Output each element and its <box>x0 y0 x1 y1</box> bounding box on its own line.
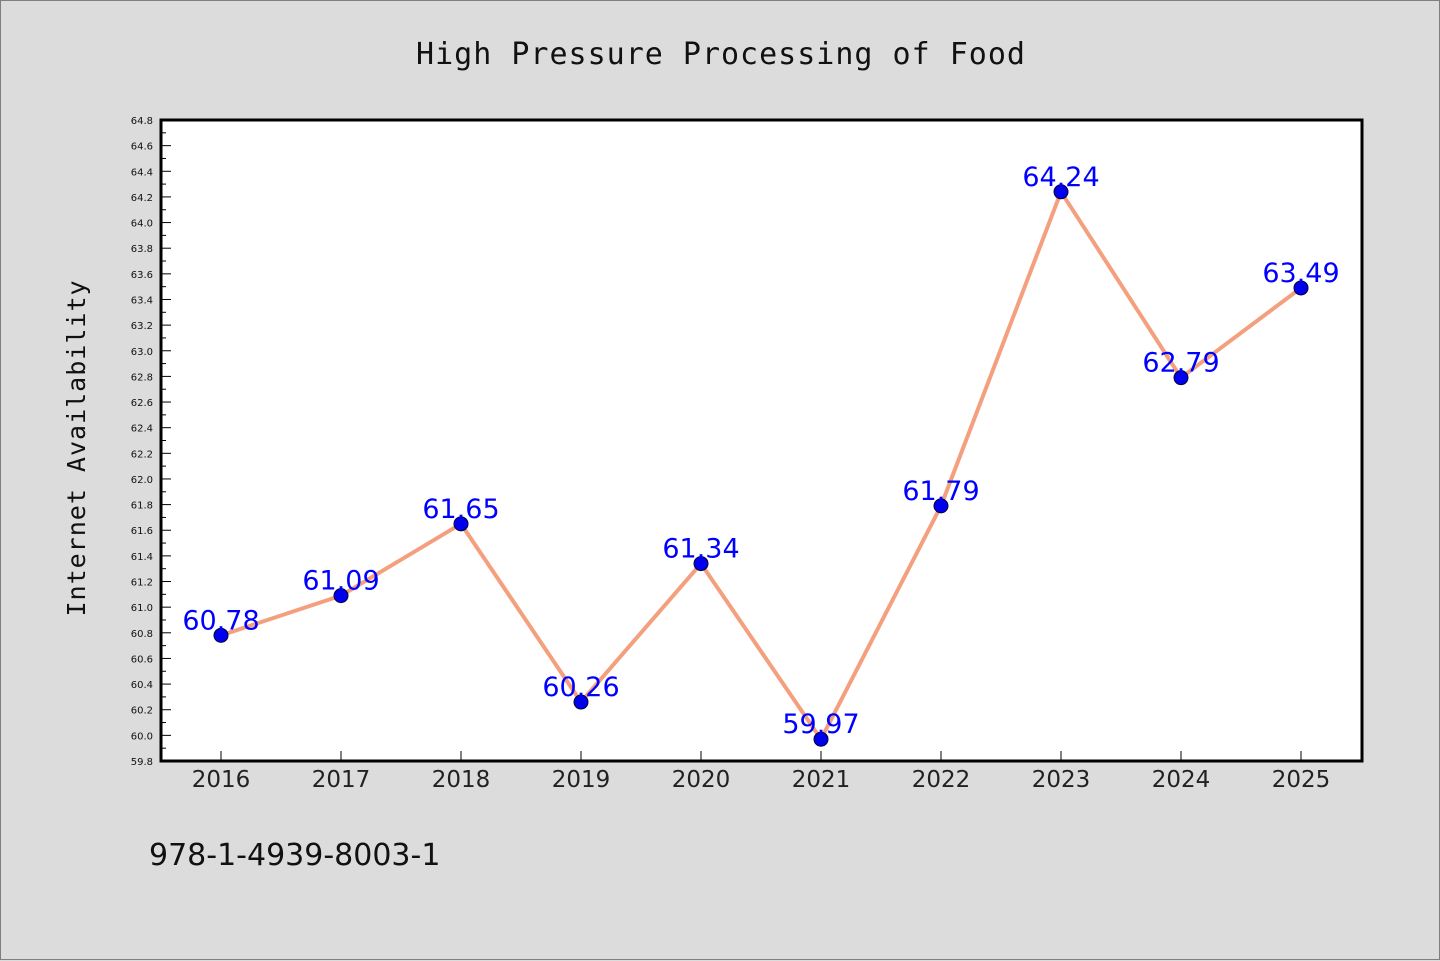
data-label: 63.49 <box>1262 258 1339 289</box>
data-point <box>573 694 589 710</box>
x-tick-label: 2016 <box>192 767 251 793</box>
x-axis-ticks: 2016 2017 2018 2019 2020 2021 2022 2023 2024 2025 <box>192 751 1331 793</box>
data-label: 61.65 <box>422 494 499 525</box>
data-label: 61.34 <box>662 534 739 565</box>
x-tick-label: 2022 <box>912 767 971 793</box>
y-tick-label: 60.4 <box>131 680 153 691</box>
data-label: 61.09 <box>302 566 379 597</box>
x-tick-label: 2024 <box>1152 767 1211 793</box>
y-tick-label: 64.0 <box>131 219 153 230</box>
data-label: 64.24 <box>1022 162 1099 193</box>
y-tick-label: 63.4 <box>131 295 153 306</box>
x-tick-label: 2020 <box>672 767 731 793</box>
data-label: 60.26 <box>542 672 619 703</box>
x-tick-label: 2017 <box>312 767 371 793</box>
markers-group <box>213 184 1309 747</box>
y-tick-label: 62.4 <box>131 424 153 435</box>
data-point <box>1053 184 1069 200</box>
y-tick-label: 62.6 <box>131 398 153 409</box>
chart-title: High Pressure Processing of Food <box>416 37 1026 72</box>
y-tick-label: 60.8 <box>131 629 153 640</box>
y-tick-label: 62.8 <box>131 372 153 383</box>
data-point <box>813 731 829 747</box>
series-line-group <box>220 189 1303 742</box>
data-point <box>1173 370 1189 386</box>
data-point <box>1293 280 1309 296</box>
data-label: 62.79 <box>1142 348 1219 379</box>
y-tick-label: 63.2 <box>131 321 153 332</box>
x-tick-label: 2018 <box>432 767 491 793</box>
data-point <box>933 498 949 514</box>
series-line <box>220 189 1303 742</box>
data-label: 61.79 <box>902 476 979 507</box>
y-tick-label: 60.6 <box>131 654 153 665</box>
x-tick-label: 2025 <box>1272 767 1331 793</box>
data-label: 60.78 <box>182 605 259 636</box>
y-tick-label: 62.0 <box>131 475 153 486</box>
y-tick-label: 61.4 <box>131 552 153 563</box>
x-tick-label: 2021 <box>792 767 851 793</box>
y-tick-label: 60.2 <box>131 706 153 717</box>
plot-area <box>159 118 1364 763</box>
x-tick-label: 2023 <box>1032 767 1091 793</box>
data-point <box>213 627 229 643</box>
y-tick-label: 62.2 <box>131 449 153 460</box>
data-point <box>693 556 709 572</box>
y-tick-label: 59.8 <box>131 757 153 768</box>
y-tick-label: 61.6 <box>131 526 153 537</box>
y-tick-label: 61.2 <box>131 578 153 589</box>
y-tick-label: 64.6 <box>131 142 153 153</box>
y-tick-label: 63.8 <box>131 244 153 255</box>
data-labels-group: 60.78 61.09 61.65 60.26 61.34 59.97 61.79 64.24… <box>182 162 1339 740</box>
data-label: 59.97 <box>782 709 859 740</box>
x-tick-label: 2019 <box>552 767 611 793</box>
y-tick-label: 61.0 <box>131 603 153 614</box>
isbn-footer: 978-1-4939-8003-1 <box>149 838 440 873</box>
y-tick-label: 61.8 <box>131 501 153 512</box>
y-axis-label: Internet Availability <box>62 279 91 616</box>
y-tick-label: 64.4 <box>131 167 153 178</box>
y-tick-label: 64.2 <box>131 193 153 204</box>
data-point <box>453 516 469 532</box>
y-tick-label: 63.6 <box>131 270 153 281</box>
y-tick-label: 60.0 <box>131 731 153 742</box>
y-tick-label: 63.0 <box>131 347 153 358</box>
y-tick-label: 64.8 <box>131 116 153 127</box>
y-axis-ticks: 59.8 60.0 60.2 60.4 60.6 60.8 61.0 61.2 61.4 61.6… <box>131 116 171 768</box>
data-point <box>333 588 349 604</box>
